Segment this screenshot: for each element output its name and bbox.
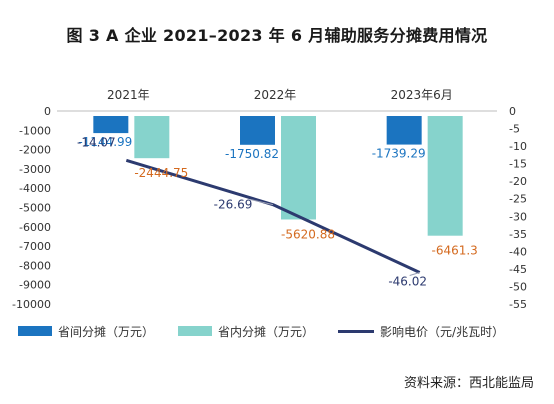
bar-intra [134, 116, 170, 159]
y-left-tick-label: -5000 [19, 202, 51, 215]
chart-title: 图 3 A 企业 2021–2023 年 6 月辅助服务分摊费用情况 [66, 26, 488, 45]
y-left-tick-label: -3000 [19, 163, 51, 176]
legend-label-intra: 省内分摊（万元） [218, 324, 315, 339]
data-label-price: -46.02 [388, 274, 427, 288]
y-left-tick-label: -9000 [19, 279, 51, 292]
legend-swatch-price [338, 329, 375, 333]
legend-item-price: 影响电价（元/兆瓦时） [338, 323, 504, 340]
legend-label-inter: 省间分摊（万元） [58, 324, 155, 339]
bar-inter [93, 116, 129, 134]
category-label: 2022年 [254, 88, 297, 102]
legend: 省间分摊（万元） 省内分摊（万元） 影响电价（元/兆瓦时） [18, 321, 538, 341]
price-label-leader [409, 272, 420, 276]
y-right-tick-label: -40 [509, 245, 527, 258]
y-right-tick-label: -20 [509, 175, 527, 188]
bar-inter [386, 116, 422, 145]
data-label-intra: -2444.75 [134, 166, 188, 180]
source-note: 资料来源：西北能监局 [403, 376, 534, 391]
bar-intra [427, 116, 463, 236]
y-left-tick-label: -6000 [19, 221, 51, 234]
legend-item-intra: 省内分摊（万元） [178, 323, 314, 340]
legend-item-inter: 省间分摊（万元） [18, 323, 154, 340]
y-left-tick-label: -10000 [12, 298, 51, 311]
y-right-tick-label: -45 [509, 263, 527, 276]
y-right-tick-label: 0 [509, 105, 516, 118]
y-right-tick-label: -15 [509, 158, 527, 171]
y-right-tick-label: -35 [509, 228, 527, 241]
legend-swatch-inter [18, 326, 52, 336]
price-label-leader [250, 199, 274, 206]
y-left-tick-label: -2000 [19, 144, 51, 157]
legend-label-price: 影响电价（元/兆瓦时） [380, 324, 505, 339]
data-label-price: -14.07 [77, 135, 116, 149]
data-label-inter: -1739.29 [372, 147, 426, 161]
data-label-intra: -6461.3 [432, 244, 478, 258]
y-left-tick-label: 0 [44, 105, 51, 118]
y-right-tick-label: -10 [509, 140, 527, 153]
y-right-tick-label: -30 [509, 210, 527, 223]
y-left-tick-label: -1000 [19, 124, 51, 137]
data-label-intra: -5620.88 [281, 227, 335, 241]
y-right-tick-label: -5 [509, 123, 520, 136]
y-left-tick-label: -7000 [19, 240, 51, 253]
y-right-tick-label: -25 [509, 193, 527, 206]
data-label-price: -26.69 [214, 198, 253, 212]
y-right-tick-label: -55 [509, 298, 527, 311]
data-label-inter: -1750.82 [225, 147, 279, 161]
bar-inter [240, 116, 275, 145]
category-label: 2021年 [107, 88, 150, 102]
bar-intra [281, 116, 316, 220]
y-left-tick-label: -4000 [19, 182, 51, 195]
data-label-inter: -1144.99 [78, 135, 132, 149]
y-left-tick-label: -8000 [19, 259, 51, 272]
legend-swatch-intra [178, 326, 213, 336]
y-right-tick-label: -50 [509, 280, 527, 293]
category-label: 2023年6月 [391, 88, 453, 102]
